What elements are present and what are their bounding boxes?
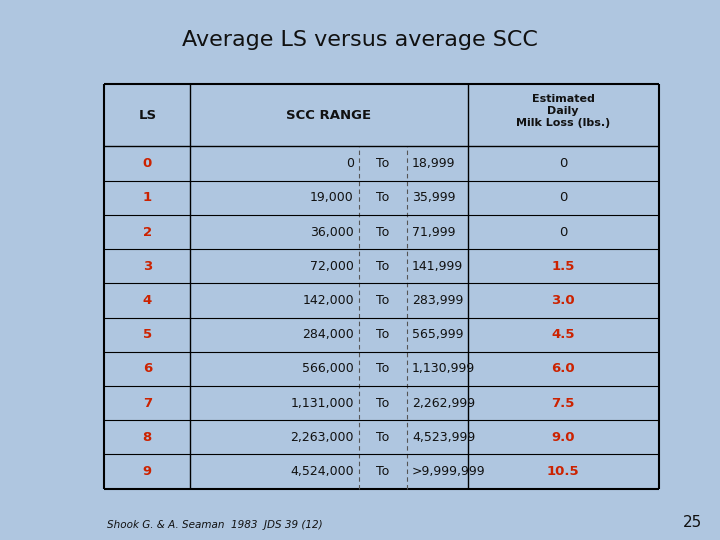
Text: 10.5: 10.5 <box>547 465 580 478</box>
Text: To: To <box>377 362 390 375</box>
Text: 4,523,999: 4,523,999 <box>412 431 475 444</box>
Text: 1,131,000: 1,131,000 <box>290 397 354 410</box>
Text: 9: 9 <box>143 465 152 478</box>
Text: To: To <box>377 294 390 307</box>
Text: 283,999: 283,999 <box>412 294 464 307</box>
Text: 566,000: 566,000 <box>302 362 354 375</box>
Text: 142,000: 142,000 <box>302 294 354 307</box>
Text: 1,130,999: 1,130,999 <box>412 362 475 375</box>
Text: 141,999: 141,999 <box>412 260 464 273</box>
Text: 0: 0 <box>559 226 567 239</box>
Text: 6: 6 <box>143 362 152 375</box>
Text: To: To <box>377 226 390 239</box>
Text: Estimated
Daily
Milk Loss (lbs.): Estimated Daily Milk Loss (lbs.) <box>516 93 611 129</box>
Text: To: To <box>377 157 390 170</box>
Text: 2,262,999: 2,262,999 <box>412 397 475 410</box>
Text: Shook G. & A. Seaman  1983  JDS 39 (12): Shook G. & A. Seaman 1983 JDS 39 (12) <box>107 520 322 530</box>
Text: To: To <box>377 328 390 341</box>
Text: 72,000: 72,000 <box>310 260 354 273</box>
Text: To: To <box>377 397 390 410</box>
Text: 71,999: 71,999 <box>412 226 456 239</box>
Text: >9,999,999: >9,999,999 <box>412 465 486 478</box>
Text: 1: 1 <box>143 191 152 204</box>
Text: 0: 0 <box>143 157 152 170</box>
Text: 4: 4 <box>143 294 152 307</box>
Text: 4,524,000: 4,524,000 <box>290 465 354 478</box>
Text: 4.5: 4.5 <box>552 328 575 341</box>
Text: 9.0: 9.0 <box>552 431 575 444</box>
Text: 284,000: 284,000 <box>302 328 354 341</box>
Text: 0: 0 <box>346 157 354 170</box>
Text: 7.5: 7.5 <box>552 397 575 410</box>
Text: To: To <box>377 260 390 273</box>
Text: 2: 2 <box>143 226 152 239</box>
Text: 0: 0 <box>559 191 567 204</box>
Text: 18,999: 18,999 <box>412 157 456 170</box>
Text: 5: 5 <box>143 328 152 341</box>
Text: 35,999: 35,999 <box>412 191 456 204</box>
Text: 7: 7 <box>143 397 152 410</box>
Text: 3.0: 3.0 <box>552 294 575 307</box>
Text: 565,999: 565,999 <box>412 328 464 341</box>
Text: SCC RANGE: SCC RANGE <box>287 109 372 122</box>
Text: To: To <box>377 431 390 444</box>
Text: 8: 8 <box>143 431 152 444</box>
Text: To: To <box>377 191 390 204</box>
Text: Average LS versus average SCC: Average LS versus average SCC <box>182 30 538 50</box>
Text: 25: 25 <box>683 515 702 530</box>
Text: 6.0: 6.0 <box>552 362 575 375</box>
Text: 19,000: 19,000 <box>310 191 354 204</box>
Text: 36,000: 36,000 <box>310 226 354 239</box>
Text: 0: 0 <box>559 157 567 170</box>
Text: 1.5: 1.5 <box>552 260 575 273</box>
Text: 2,263,000: 2,263,000 <box>290 431 354 444</box>
Text: 3: 3 <box>143 260 152 273</box>
Text: To: To <box>377 465 390 478</box>
Text: LS: LS <box>138 109 156 122</box>
